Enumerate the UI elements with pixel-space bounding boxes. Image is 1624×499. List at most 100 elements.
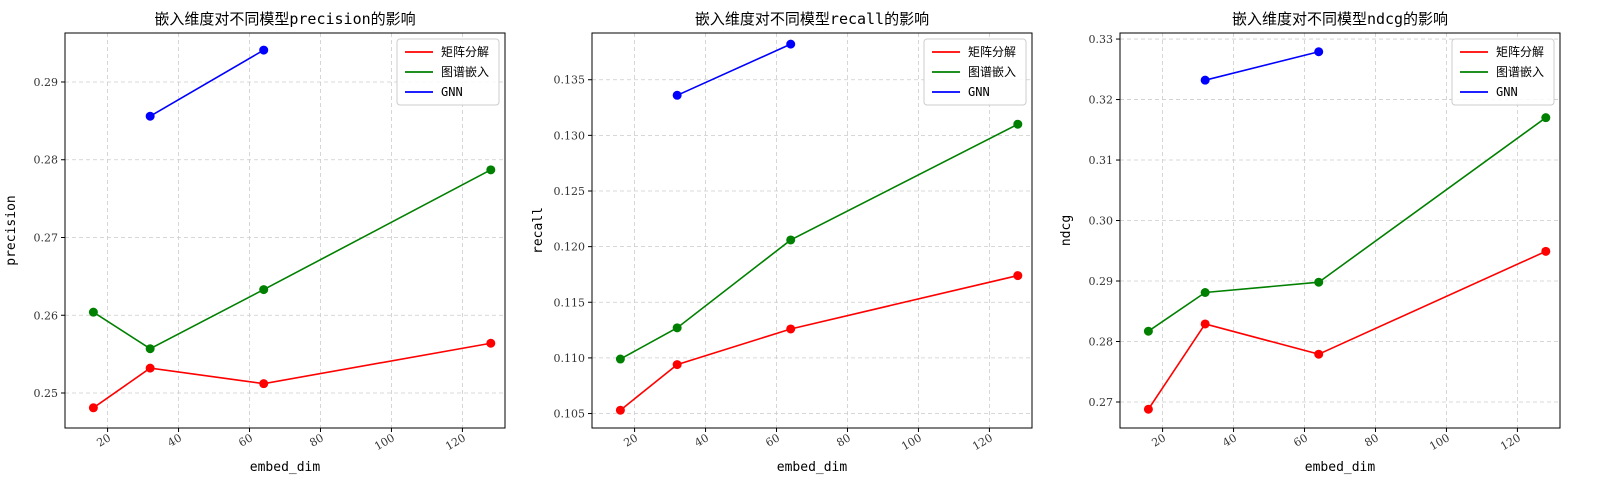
data-point: [145, 363, 155, 373]
x-tick-label: 40: [1220, 431, 1239, 449]
y-tick-label: 0.31: [1089, 154, 1114, 167]
data-point: [259, 45, 269, 55]
legend-label: 图谱嵌入: [968, 65, 1016, 79]
data-point: [1013, 271, 1023, 281]
x-tick-label: 20: [621, 431, 640, 449]
y-tick-label: 0.120: [554, 241, 586, 254]
subplot-2: 20 40 60 80 100 120 0.105 0.110 0.115 0.120 0.125 0…: [531, 10, 1033, 475]
legend-label: 图谱嵌入: [1496, 65, 1544, 79]
x-tick-label: 100: [899, 431, 924, 453]
chart-title: 嵌入维度对不同模型ndcg的影响: [1232, 10, 1448, 28]
y-tick-label: 0.130: [554, 129, 586, 142]
y-tick-label: 0.25: [34, 387, 59, 400]
legend-label: GNN: [1496, 85, 1518, 99]
subplot-3: 20 40 60 80 100 120 0.27 0.28 0.29 0.30 0.31 0.32 0.…: [1059, 10, 1561, 475]
data-point: [486, 165, 496, 175]
y-tick-label: 0.29: [1089, 275, 1114, 288]
data-point: [786, 324, 796, 334]
legend-label: 矩阵分解: [441, 45, 489, 59]
plot-frame: [591, 32, 1033, 429]
x-tick-label: 40: [692, 431, 711, 449]
data-point: [1013, 119, 1023, 129]
data-point: [786, 39, 796, 49]
x-axis-label: embed_dim: [777, 460, 848, 475]
plot-frame: [64, 32, 506, 429]
x-tick-label: 100: [1427, 431, 1452, 453]
legend-label: GNN: [968, 85, 990, 99]
x-tick-label: 80: [834, 431, 853, 449]
x-tick-label: 60: [1291, 431, 1310, 449]
data-point: [1143, 326, 1153, 336]
x-axis-label: embed_dim: [1305, 460, 1376, 475]
plot-frame: [1119, 32, 1561, 429]
data-point: [672, 323, 682, 333]
data-point: [88, 403, 98, 413]
y-tick-label: 0.28: [1089, 335, 1114, 348]
y-tick-label: 0.26: [34, 309, 59, 322]
data-point: [786, 235, 796, 245]
y-axis-label: ndcg: [1059, 215, 1074, 246]
data-point: [1200, 319, 1210, 329]
y-tick-label: 0.32: [1089, 94, 1114, 107]
chart-title: 嵌入维度对不同模型precision的影响: [154, 10, 415, 28]
data-point: [1314, 47, 1324, 57]
legend-box: [1451, 38, 1555, 106]
data-point: [1541, 113, 1551, 123]
y-tick-label: 0.115: [554, 296, 586, 309]
x-tick-label: 80: [1362, 431, 1381, 449]
legend-label: 矩阵分解: [1496, 45, 1544, 59]
y-tick-label: 0.33: [1089, 33, 1114, 46]
data-point: [145, 111, 155, 121]
series-line-2: [1147, 117, 1547, 332]
series-line-1: [1147, 250, 1547, 410]
data-point: [88, 307, 98, 317]
y-tick-label: 0.125: [554, 185, 586, 198]
x-tick-label: 80: [307, 431, 326, 449]
x-tick-label: 120: [443, 431, 468, 453]
legend-label: 矩阵分解: [968, 45, 1016, 59]
y-axis-label: recall: [531, 207, 546, 254]
data-point: [615, 354, 625, 364]
x-tick-label: 20: [94, 431, 113, 449]
x-tick-label: 60: [763, 431, 782, 449]
legend-label: 图谱嵌入: [441, 65, 489, 79]
series-line-1: [92, 342, 491, 409]
y-tick-label: 0.27: [34, 231, 59, 244]
legend-box: [396, 38, 500, 106]
y-tick-label: 0.29: [34, 76, 59, 89]
y-tick-label: 0.110: [554, 352, 586, 365]
data-point: [1200, 288, 1210, 298]
series-line-2: [620, 123, 1019, 360]
data-point: [672, 90, 682, 100]
y-tick-label: 0.105: [554, 408, 586, 421]
data-point: [1200, 75, 1210, 85]
legend-label: GNN: [441, 85, 463, 99]
chart-title: 嵌入维度对不同模型recall的影响: [695, 10, 929, 28]
series-line-1: [619, 274, 1018, 411]
data-point: [259, 379, 269, 389]
data-point: [615, 405, 625, 415]
series-line-2: [92, 169, 492, 350]
data-point: [1314, 277, 1324, 287]
data-point: [1143, 404, 1153, 414]
x-tick-label: 40: [165, 431, 184, 449]
data-point: [672, 360, 682, 370]
data-point: [1541, 246, 1551, 256]
y-axis-label: precision: [4, 195, 19, 265]
y-tick-label: 0.27: [1089, 396, 1114, 409]
y-tick-label: 0.28: [34, 154, 59, 167]
series-line-3: [676, 43, 792, 97]
data-point: [145, 344, 155, 354]
data-point: [1314, 349, 1324, 359]
legend-box: [923, 38, 1027, 106]
series-line-3: [149, 49, 265, 117]
x-tick-label: 100: [372, 431, 397, 453]
x-tick-label: 20: [1149, 431, 1168, 449]
x-tick-label: 120: [1498, 431, 1523, 453]
x-axis-label: embed_dim: [250, 460, 321, 475]
series-line-3: [1204, 50, 1319, 81]
